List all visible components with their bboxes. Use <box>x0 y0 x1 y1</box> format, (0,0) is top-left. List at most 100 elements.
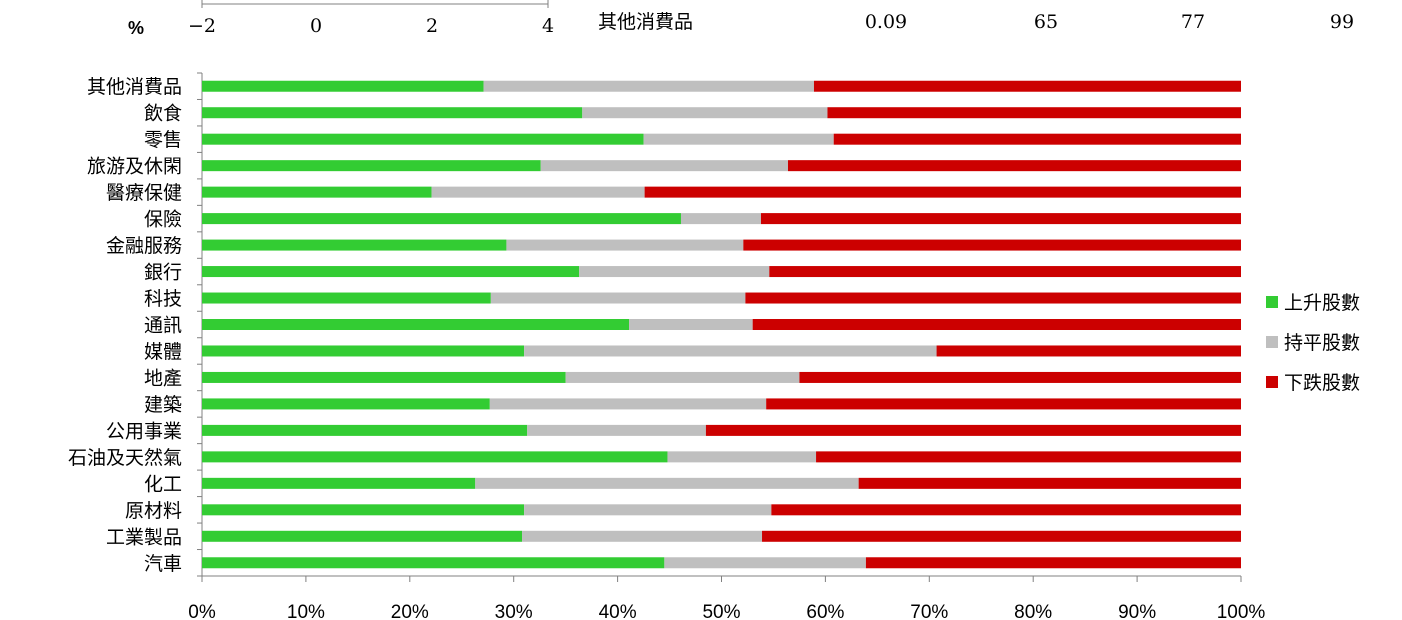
top-row-value: 77 <box>1181 11 1205 33</box>
bar-segment-1 <box>202 504 525 516</box>
bar-segment-2 <box>431 186 645 198</box>
bar-segment-2 <box>483 80 814 92</box>
bar-segment-3 <box>769 266 1241 278</box>
bar-segment-3 <box>771 504 1241 516</box>
category-label: 原材料 <box>125 500 182 522</box>
x-tick-label: 60% <box>806 602 844 620</box>
bar-segment-3 <box>705 424 1241 436</box>
top-axis-tick-label: 2 <box>426 15 438 37</box>
bar-segment-2 <box>527 424 706 436</box>
bar-segment-3 <box>743 239 1241 251</box>
category-label: 地產 <box>144 367 182 389</box>
top-row-value: 65 <box>1034 11 1058 33</box>
category-label: 旅游及休閑 <box>87 156 182 178</box>
x-tick-label: 90% <box>1118 602 1156 620</box>
bar-segment-3 <box>813 80 1241 92</box>
top-row-value: 0.09 <box>865 11 907 33</box>
bar-segment-2 <box>489 398 767 410</box>
top-strip: % −2 0 2 4 其他消費品 0.09 65 77 99 <box>128 0 1354 38</box>
bar-segment-1 <box>202 371 566 383</box>
bar-segment-1 <box>202 398 490 410</box>
bar-segment-1 <box>202 213 681 225</box>
category-label: 工業製品 <box>106 526 182 548</box>
bar-segment-1 <box>202 451 668 463</box>
top-row-value: 99 <box>1330 11 1354 33</box>
bar-segment-3 <box>833 133 1241 145</box>
bar-segment-1 <box>202 133 644 145</box>
bar-segment-2 <box>579 266 770 278</box>
bar-segment-3 <box>745 292 1241 304</box>
category-label: 石油及天然氣 <box>68 447 182 469</box>
bar-segment-2 <box>475 477 859 489</box>
category-label: 科技 <box>144 288 182 310</box>
bar-segment-3 <box>762 530 1241 542</box>
plot-area <box>197 72 203 577</box>
category-labels: 其他消費品飲食零售旅游及休閑醫療保健保險金融服務銀行科技通訊媒體地產建築公用事業… <box>68 76 182 575</box>
bar-segment-1 <box>202 107 583 119</box>
bar-segment-1 <box>202 292 491 304</box>
bars-group <box>202 80 1241 569</box>
bar-segment-2 <box>540 160 788 172</box>
bar-segment-3 <box>766 398 1241 410</box>
bar-segment-1 <box>202 530 523 542</box>
category-label: 化工 <box>144 473 182 495</box>
bar-segment-3 <box>799 371 1241 383</box>
category-label: 飲食 <box>144 103 182 125</box>
bar-segment-1 <box>202 80 484 92</box>
bar-segment-3 <box>787 160 1241 172</box>
bar-segment-1 <box>202 319 630 330</box>
bar-segment-2 <box>490 292 746 304</box>
category-label: 建築 <box>144 394 182 416</box>
x-tick-label: 30% <box>495 602 533 620</box>
bar-segment-3 <box>644 186 1241 198</box>
legend-swatch <box>1266 296 1278 308</box>
bar-segment-2 <box>506 239 744 251</box>
top-axis-tick-label: −2 <box>188 15 216 37</box>
category-label: 其他消費品 <box>87 76 182 98</box>
top-axis-tick-label: 0 <box>310 15 322 37</box>
bar-segment-2 <box>522 530 763 542</box>
bar-segment-1 <box>202 186 432 198</box>
bar-segment-3 <box>865 557 1241 569</box>
x-tick-label: 20% <box>391 602 429 620</box>
category-label: 通訊 <box>144 315 182 337</box>
bar-segment-3 <box>936 345 1241 357</box>
x-tick-label: 80% <box>1014 602 1052 620</box>
bar-segment-1 <box>202 424 528 436</box>
x-tick-label: 40% <box>599 602 637 620</box>
x-axis: 0% 10% 20% 30% 40% 50% 60% 70% 80% 90% 100% <box>188 575 1266 620</box>
legend-label: 持平股數 <box>1284 332 1360 354</box>
category-label: 醫療保健 <box>106 182 182 204</box>
category-label: 銀行 <box>144 262 182 284</box>
bar-segment-3 <box>752 319 1241 330</box>
bar-segment-2 <box>667 451 817 463</box>
bar-segment-3 <box>760 213 1241 225</box>
legend-swatch <box>1266 336 1278 348</box>
bar-segment-2 <box>582 107 828 119</box>
bar-segment-1 <box>202 239 507 251</box>
bar-segment-1 <box>202 345 525 357</box>
bar-segment-2 <box>524 345 937 357</box>
category-label: 保險 <box>144 209 182 231</box>
bar-segment-2 <box>643 133 834 145</box>
bar-segment-1 <box>202 557 665 569</box>
category-label: 金融服務 <box>106 235 182 257</box>
legend-label: 下跌股數 <box>1284 372 1360 394</box>
bar-segment-1 <box>202 477 476 489</box>
category-label: 零售 <box>144 129 182 151</box>
x-tick-label: 50% <box>702 602 740 620</box>
top-row-label: 其他消費品 <box>598 11 693 33</box>
category-label: 公用事業 <box>106 420 182 442</box>
x-tick-label: 70% <box>910 602 948 620</box>
x-tick-label: 100% <box>1217 602 1266 620</box>
x-tick-label: 10% <box>287 602 325 620</box>
legend-label: 上升股數 <box>1284 292 1360 314</box>
bar-segment-3 <box>827 107 1241 119</box>
x-tick-label: 0% <box>188 602 216 620</box>
category-label: 汽車 <box>144 553 182 575</box>
bar-segment-1 <box>202 266 580 278</box>
top-axis-tick-label: 4 <box>542 15 554 37</box>
category-label: 媒體 <box>144 341 182 363</box>
